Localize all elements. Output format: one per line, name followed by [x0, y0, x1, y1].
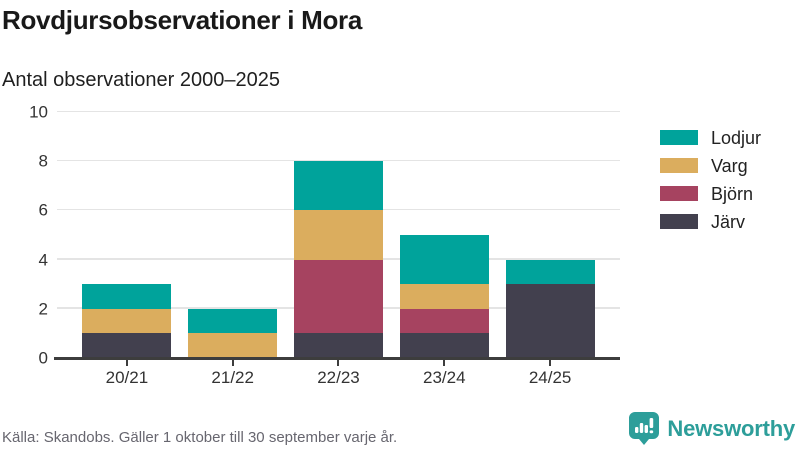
x-axis-tick [549, 360, 552, 366]
bar-segment-Lodjur-24/25 [505, 259, 595, 285]
page-title: Rovdjursobservationer i Mora [2, 5, 363, 35]
x-axis-ticks [57, 358, 620, 366]
stacked-bar-20/21 [82, 112, 172, 358]
y-axis-labels: 0 2 4 6 8 10 [0, 104, 48, 367]
x-axis-label-22/23: 22/23 [317, 368, 360, 387]
bar-segment-Lodjur-20/21 [82, 284, 172, 309]
newsworthy-logo: Newsworthy [629, 412, 795, 445]
bar-segment-Järv-20/21 [82, 333, 172, 358]
stacked-bar-22/23 [294, 112, 383, 358]
y-axis-tick-label: 6 [38, 200, 48, 220]
x-axis-tick [231, 360, 234, 366]
y-axis-tick-label: 4 [38, 250, 48, 270]
x-axis-label-24/25: 24/25 [528, 368, 572, 387]
legend-label-Järv: Järv [711, 211, 746, 232]
x-axis-labels: 20/21 21/22 22/23 23/24 24/25 [74, 368, 603, 388]
x-axis-label-21/22: 21/22 [211, 368, 254, 387]
bar-segment-Björn-23/24 [399, 308, 489, 334]
bar-segment-Björn-22/23 [294, 259, 383, 334]
legend-swatch-Varg [660, 158, 698, 173]
stacked-bar-23/24 [399, 112, 489, 358]
legend-item-Björn: Björn [660, 183, 761, 204]
bar-segment-Lodjur-21/22 [188, 308, 278, 334]
legend-swatch-Lodjur [660, 130, 698, 145]
bar-segment-Varg-21/22 [188, 333, 278, 358]
x-axis-label-20/21: 20/21 [105, 368, 149, 387]
brand-name: Newsworthy [667, 415, 795, 441]
bar-slot-23/24 [391, 112, 497, 358]
bar-slot-21/22 [180, 112, 286, 358]
bar-segment-Järv-23/24 [399, 333, 489, 358]
bar-slot-20/21 [74, 112, 180, 358]
y-axis-tick-label: 8 [38, 151, 48, 171]
legend-item-Järv: Järv [660, 211, 761, 232]
bar-slot-24/25 [497, 112, 603, 358]
x-axis-tick [125, 360, 128, 366]
legend-label-Lodjur: Lodjur [711, 127, 762, 148]
bar-segment-Varg-22/23 [294, 210, 383, 260]
x-axis-tick [337, 360, 340, 366]
legend-item-Lodjur: Lodjur [660, 127, 762, 148]
newsworthy-bubble-chart-icon [629, 412, 660, 445]
stacked-bar-24/25 [505, 112, 595, 358]
bar-segment-Lodjur-22/23 [294, 161, 383, 211]
bar-segment-Järv-22/23 [294, 333, 383, 358]
x-axis-tick [443, 360, 446, 366]
chart-subtitle: Antal observationer 2000–2025 [2, 69, 280, 91]
bar-segment-Varg-20/21 [82, 308, 172, 334]
source-note: Källa: Skandobs. Gäller 1 oktober till 3… [2, 429, 398, 446]
legend-swatch-Björn [660, 186, 698, 201]
bar-segment-Varg-23/24 [399, 284, 489, 309]
x-axis-line [54, 356, 620, 360]
stacked-bar-chart [54, 110, 620, 366]
y-axis-tick-label: 2 [38, 299, 48, 319]
x-axis-label-23/24: 23/24 [423, 368, 466, 387]
legend-label-Björn: Björn [711, 183, 754, 204]
y-axis-tick-label: 10 [29, 102, 48, 122]
legend-swatch-Järv [660, 214, 698, 229]
chart-legend: Lodjur Varg Björn Järv [660, 127, 762, 242]
bars-area [57, 112, 620, 358]
legend-item-Varg: Varg [660, 155, 761, 176]
bar-segment-Lodjur-23/24 [399, 235, 489, 285]
gridline-8 [57, 159, 620, 162]
gridline-10 [57, 110, 620, 112]
stacked-bar-21/22 [188, 112, 278, 358]
legend-label-Varg: Varg [711, 155, 748, 176]
y-axis-tick-label: 0 [38, 348, 48, 368]
bar-segment-Järv-24/25 [505, 284, 595, 358]
bar-slot-22/23 [286, 112, 392, 358]
